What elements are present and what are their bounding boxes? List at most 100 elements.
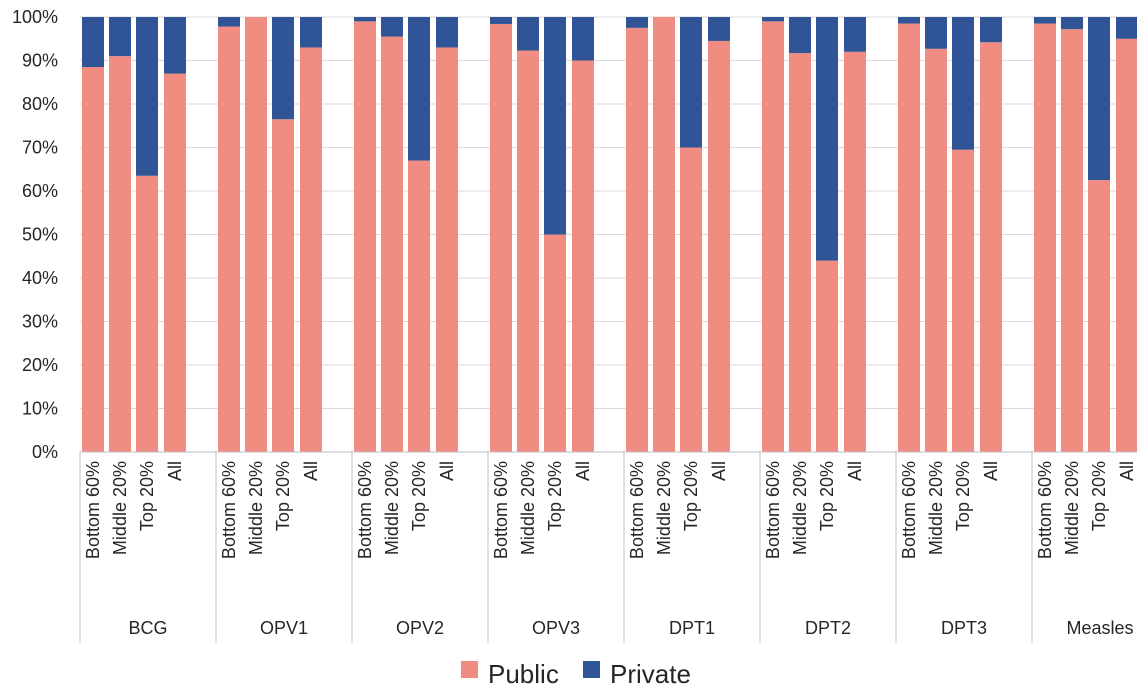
x-tick-label: Top 20% bbox=[681, 461, 701, 531]
bar-public bbox=[925, 48, 947, 452]
group-separators bbox=[79, 452, 1033, 643]
bar-public bbox=[164, 73, 186, 453]
group-label: DPT1 bbox=[669, 618, 715, 638]
bar-private bbox=[381, 17, 403, 37]
bar-public bbox=[572, 60, 594, 452]
group-label: DPT2 bbox=[805, 618, 851, 638]
bar-private bbox=[1088, 17, 1110, 181]
bar-private bbox=[925, 17, 947, 49]
group-label: BCG bbox=[128, 618, 167, 638]
bar-public bbox=[517, 50, 539, 453]
bar-private bbox=[490, 17, 512, 24]
y-tick-label: 60% bbox=[22, 181, 58, 201]
bar-public bbox=[653, 17, 675, 452]
bar-public bbox=[762, 21, 784, 452]
legend-swatch bbox=[583, 661, 600, 678]
x-tick-label: All bbox=[709, 461, 729, 481]
y-tick-label: 40% bbox=[22, 268, 58, 288]
bar-public bbox=[300, 47, 322, 452]
bar-public bbox=[898, 23, 920, 453]
bar-private bbox=[300, 17, 322, 48]
x-tick-label: Top 20% bbox=[817, 461, 837, 531]
y-tick-label: 20% bbox=[22, 355, 58, 375]
bar-public bbox=[1061, 29, 1083, 453]
x-tick-label: Top 20% bbox=[409, 461, 429, 531]
x-tick-label: All bbox=[573, 461, 593, 481]
x-tick-label: All bbox=[301, 461, 321, 481]
x-tick-label: Bottom 60% bbox=[83, 461, 103, 559]
bar-private bbox=[789, 17, 811, 54]
bar-public bbox=[408, 160, 430, 453]
x-tick-label: Top 20% bbox=[273, 461, 293, 531]
bar-public bbox=[436, 47, 458, 452]
x-tick-label: Bottom 60% bbox=[1035, 461, 1055, 559]
bar-public bbox=[381, 36, 403, 452]
bar-private bbox=[708, 17, 730, 41]
group-labels: BCG OPV1 OPV2 OPV3 DPT1 DPT2 DPT3 Measles bbox=[128, 618, 1133, 638]
bar-public bbox=[1034, 23, 1056, 453]
x-tick-label: Top 20% bbox=[137, 461, 157, 531]
bar-public bbox=[109, 56, 131, 453]
bar-public bbox=[980, 42, 1002, 452]
bar-private bbox=[408, 17, 430, 161]
bar-public bbox=[354, 21, 376, 452]
bar-private bbox=[544, 17, 566, 235]
x-tick-label: Bottom 60% bbox=[219, 461, 239, 559]
bar-private bbox=[517, 17, 539, 51]
y-axis: 0% 10% 20% 30% 40% 50% 60% 70% 80% 90% 100% bbox=[12, 7, 58, 462]
bar-private bbox=[436, 17, 458, 48]
x-tick-label: All bbox=[165, 461, 185, 481]
bar-private bbox=[816, 17, 838, 261]
x-tick-label: Bottom 60% bbox=[899, 461, 919, 559]
y-tick-label: 50% bbox=[22, 225, 58, 245]
legend-label: Public bbox=[488, 659, 559, 686]
bar-public bbox=[844, 51, 866, 453]
bar-public bbox=[789, 53, 811, 452]
bar-public bbox=[245, 17, 267, 452]
y-tick-label: 10% bbox=[22, 399, 58, 419]
group-label: DPT3 bbox=[941, 618, 987, 638]
bar-private bbox=[952, 17, 974, 150]
group-label: OPV3 bbox=[532, 618, 580, 638]
x-tick-label: Middle 20% bbox=[1062, 461, 1082, 555]
x-tick-label: Top 20% bbox=[953, 461, 973, 531]
bar-private bbox=[762, 17, 784, 22]
bar-private bbox=[980, 17, 1002, 43]
bar-public bbox=[1088, 180, 1110, 452]
y-tick-label: 70% bbox=[22, 138, 58, 158]
bar-public bbox=[708, 40, 730, 453]
x-tick-label: Middle 20% bbox=[382, 461, 402, 555]
bar-private bbox=[82, 17, 104, 68]
bar-public bbox=[272, 119, 294, 452]
y-tick-label: 100% bbox=[12, 7, 58, 27]
bar-private bbox=[164, 17, 186, 74]
y-tick-label: 30% bbox=[22, 312, 58, 332]
bar-public bbox=[680, 147, 702, 452]
group-label: Measles bbox=[1066, 618, 1133, 638]
legend-swatch bbox=[461, 661, 478, 678]
x-tick-label: Bottom 60% bbox=[627, 461, 647, 559]
bar-public bbox=[1116, 38, 1137, 452]
x-tick-label: All bbox=[981, 461, 1001, 481]
x-tick-label: Top 20% bbox=[1089, 461, 1109, 531]
bar-public bbox=[816, 260, 838, 452]
bar-private bbox=[109, 17, 131, 57]
bar-public bbox=[136, 175, 158, 452]
x-tick-label: Bottom 60% bbox=[763, 461, 783, 559]
bar-private bbox=[1034, 17, 1056, 24]
bar-private bbox=[626, 17, 648, 28]
bar-public bbox=[490, 23, 512, 453]
group-label: OPV2 bbox=[396, 618, 444, 638]
bar-private bbox=[1061, 17, 1083, 30]
bar-private bbox=[272, 17, 294, 120]
y-tick-label: 80% bbox=[22, 94, 58, 114]
bar-public bbox=[626, 27, 648, 452]
x-tick-label: All bbox=[1117, 461, 1137, 481]
group-label: OPV1 bbox=[260, 618, 308, 638]
x-tick-label: Bottom 60% bbox=[355, 461, 375, 559]
bar-private bbox=[1116, 17, 1137, 39]
bar-private bbox=[354, 17, 376, 22]
bar-private bbox=[218, 17, 240, 27]
